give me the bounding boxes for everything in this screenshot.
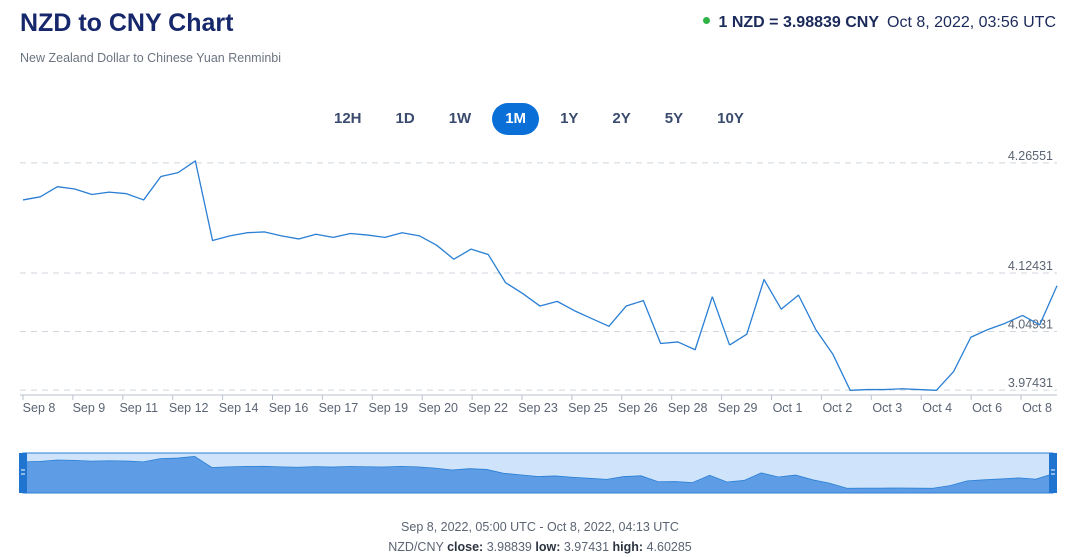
x-tick-label: Sep 20 bbox=[418, 401, 458, 415]
x-tick-label: Sep 19 bbox=[368, 401, 408, 415]
x-tick-label: Oct 3 bbox=[872, 401, 902, 415]
x-tick-label: Oct 2 bbox=[822, 401, 852, 415]
rate-timestamp: Oct 8, 2022, 03:56 UTC bbox=[887, 14, 1056, 31]
series-line bbox=[711, 296, 731, 346]
x-tick-label: Oct 4 bbox=[922, 401, 952, 415]
x-tick-label: Sep 12 bbox=[169, 401, 209, 415]
tab-1m[interactable]: 1M bbox=[492, 103, 540, 135]
x-tick-label: Sep 17 bbox=[319, 401, 359, 415]
live-dot-icon bbox=[703, 17, 711, 25]
tab-1d[interactable]: 1D bbox=[395, 110, 415, 127]
y-tick-label: 4.26551 bbox=[1008, 150, 1053, 163]
x-tick-label: Sep 29 bbox=[718, 401, 758, 415]
high-label: high: bbox=[612, 540, 644, 554]
x-tick-label: Oct 1 bbox=[773, 401, 803, 415]
x-tick-label: Oct 8 bbox=[1022, 401, 1052, 415]
high-value: 4.60285 bbox=[646, 540, 692, 554]
navigator-left-handle[interactable] bbox=[19, 453, 27, 493]
tab-1w[interactable]: 1W bbox=[448, 110, 472, 127]
y-tick-label: 4.12431 bbox=[1008, 259, 1053, 273]
navigator-area bbox=[22, 456, 1054, 494]
footer-range: Sep 8, 2022, 05:00 UTC - Oct 8, 2022, 04… bbox=[401, 520, 679, 534]
current-rate: 1 NZD = 3.98839 CNY Oct 8, 2022, 03:56 UT… bbox=[703, 14, 1056, 32]
series-line bbox=[729, 278, 1058, 391]
tab-12h[interactable]: 12H bbox=[334, 110, 362, 127]
range-navigator[interactable] bbox=[0, 450, 1080, 500]
x-tick-label: Sep 11 bbox=[119, 401, 158, 415]
close-label: close: bbox=[447, 540, 484, 554]
tab-2y[interactable]: 2Y bbox=[612, 110, 631, 127]
y-tick-label: 3.97431 bbox=[1008, 376, 1053, 390]
x-tick-label: Sep 23 bbox=[518, 401, 558, 415]
x-tick-label: Sep 26 bbox=[618, 401, 658, 415]
x-tick-label: Sep 16 bbox=[269, 401, 309, 415]
x-tick-label: Sep 22 bbox=[468, 401, 508, 415]
rate-value: 1 NZD = 3.98839 CNY bbox=[718, 14, 880, 31]
tab-5y[interactable]: 5Y bbox=[664, 110, 684, 127]
x-tick-label: Sep 14 bbox=[219, 401, 259, 415]
tab-10y[interactable]: 10Y bbox=[717, 110, 744, 127]
x-tick-label: Sep 8 bbox=[23, 401, 56, 415]
low-value: 3.97431 bbox=[563, 540, 610, 554]
series-line bbox=[22, 160, 713, 351]
timeframe-tabs: 12H 1D 1W 1M 1Y 2Y 5Y 10Y bbox=[321, 103, 765, 135]
navigator-right-handle[interactable] bbox=[1049, 453, 1057, 493]
page-subtitle: New Zealand Dollar to Chinese Yuan Renmi… bbox=[20, 51, 282, 65]
low-label: low: bbox=[535, 540, 561, 554]
footer-pair: NZD/CNY bbox=[388, 540, 444, 554]
x-tick-label: Oct 6 bbox=[972, 401, 1002, 415]
x-tick-label: Sep 9 bbox=[73, 401, 106, 415]
close-value: 3.98839 bbox=[486, 540, 532, 554]
x-tick-label: Sep 28 bbox=[668, 401, 708, 415]
page-title: NZD to CNY Chart bbox=[20, 9, 234, 37]
x-tick-label: Sep 25 bbox=[568, 401, 608, 415]
tab-1y[interactable]: 1Y bbox=[560, 110, 579, 127]
footer-stats: NZD/CNY close: 3.98839 low: 3.97431 high… bbox=[0, 540, 1080, 554]
